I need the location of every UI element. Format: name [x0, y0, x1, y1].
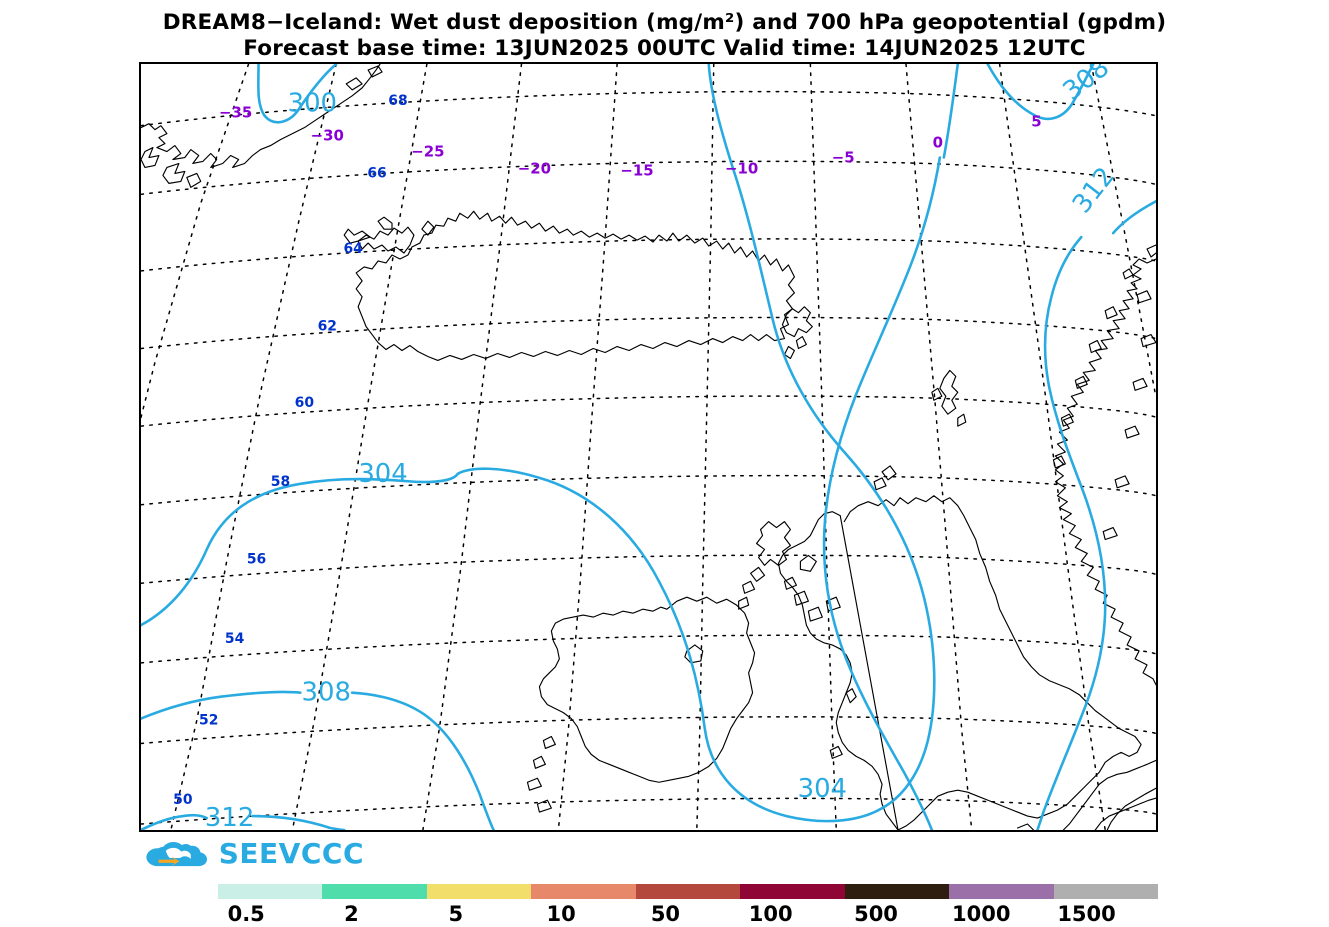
- contour-labels: 300 308 312 304 308 312 304: [205, 64, 1121, 830]
- lat-label: 62: [318, 319, 337, 335]
- contour-312-east: [1111, 199, 1156, 235]
- contour-308-northeast: [986, 64, 1095, 121]
- map-panel[interactable]: .coast { fill:none; stroke:#000; stroke-…: [139, 62, 1158, 832]
- lat-label: 58: [271, 474, 290, 490]
- contour-312-southwest: [141, 813, 209, 830]
- colorbar-segment-2: [426, 884, 532, 899]
- contour-label: 308: [1058, 64, 1115, 107]
- colorbar-tick: 1000: [952, 902, 1011, 926]
- colorbar-segment-5: [740, 884, 845, 899]
- lon-label: −5: [832, 148, 855, 166]
- lat-label: 50: [173, 792, 193, 808]
- lon-label: −35: [219, 104, 252, 122]
- longitude-labels: −35 −30 −25 −20 −15 −10 −5 0 5: [219, 104, 1042, 180]
- colorbar-strip: [218, 884, 1158, 899]
- coastline-orkney: [881, 465, 897, 481]
- coastline-ireland: [538, 596, 756, 783]
- lat-label: 56: [247, 551, 266, 567]
- colorbar-segment-0: [218, 884, 323, 899]
- colorbar-segment-1: [322, 884, 427, 899]
- contour-308-central: [822, 156, 942, 830]
- colorbar-segment-7: [949, 884, 1054, 899]
- lat-label: 68: [388, 93, 407, 109]
- contour-304-north: [141, 472, 460, 627]
- seevccc-logo[interactable]: SEEVCCC: [144, 836, 364, 872]
- lon-label: −10: [725, 159, 758, 177]
- logo-wordmark: SEEVCCC: [218, 837, 364, 870]
- coastlines: [141, 64, 1156, 830]
- geopotential-contours: [141, 64, 1156, 830]
- contour-308-southwest: [141, 690, 302, 720]
- contour-label: 312: [205, 803, 254, 830]
- lat-label: 52: [199, 713, 218, 729]
- lat-label: 64: [343, 241, 363, 257]
- page-title: DREAM8−Iceland: Wet dust deposition (mg/…: [162, 10, 1167, 35]
- coastline-isle-of-man: [845, 688, 857, 704]
- colorbar-segment-6: [844, 884, 950, 899]
- coastline-norway: [1054, 258, 1156, 686]
- contour-label: 304: [358, 459, 407, 489]
- lon-label: −15: [620, 161, 653, 179]
- cloud-icon: [146, 841, 208, 867]
- colorbar-tick: 500: [854, 902, 898, 926]
- colorbar-tick: 10: [546, 902, 576, 926]
- coastline-faroe: [781, 306, 813, 338]
- contour-304-south: [707, 64, 936, 810]
- contour-label: 308: [302, 678, 351, 708]
- latitude-labels: 68 66 64 62 60 58 56 54 52 50: [173, 93, 408, 808]
- colorbar-legend: 0.5 2 5 10 50 100 500 1000 1500: [218, 884, 1158, 927]
- lat-label: 66: [367, 165, 386, 181]
- coastline-great-britain: [777, 495, 1142, 830]
- contour-label: 304: [798, 774, 847, 804]
- lat-label: 54: [225, 631, 245, 647]
- lon-label: −20: [518, 159, 551, 177]
- map-canvas[interactable]: .coast { fill:none; stroke:#000; stroke-…: [141, 64, 1156, 830]
- coastline-iceland: [355, 210, 795, 362]
- coastline-hebrides: [756, 521, 792, 566]
- graticule-parallels: [141, 90, 1156, 825]
- coastline-continental-europe: [1062, 759, 1156, 830]
- chart-title-block: DREAM8−Iceland: Wet dust deposition (mg/…: [0, 10, 1329, 62]
- colorbar-tick: 1500: [1057, 902, 1116, 926]
- lon-label: 5: [1031, 113, 1041, 131]
- lon-label: −30: [311, 127, 344, 145]
- colorbar-tick: 2: [344, 902, 359, 926]
- colorbar-segment-4: [635, 884, 741, 899]
- lat-label: 60: [295, 395, 315, 411]
- colorbar-tick: 0.5: [227, 902, 265, 926]
- contour-300: [257, 64, 338, 124]
- contour-label: 300: [288, 89, 337, 119]
- colorbar-tick: 5: [448, 902, 464, 926]
- colorbar-segment-3: [531, 884, 636, 899]
- colorbar-tick: 50: [650, 902, 681, 926]
- colorbar-tick-labels: 0.5 2 5 10 50 100 500 1000 1500: [218, 899, 1158, 927]
- colorbar-tick: 100: [748, 902, 793, 926]
- forecast-time-subtitle: Forecast base time: 13JUN2025 00UTC Vali…: [243, 36, 1086, 61]
- lon-label: 0: [933, 134, 943, 152]
- lon-label: −25: [411, 143, 444, 161]
- graticule-meridians: [141, 64, 1156, 830]
- colorbar-segment-8: [1053, 884, 1158, 899]
- coastline-greenland: [141, 64, 381, 169]
- coastline-shetland: [939, 369, 959, 415]
